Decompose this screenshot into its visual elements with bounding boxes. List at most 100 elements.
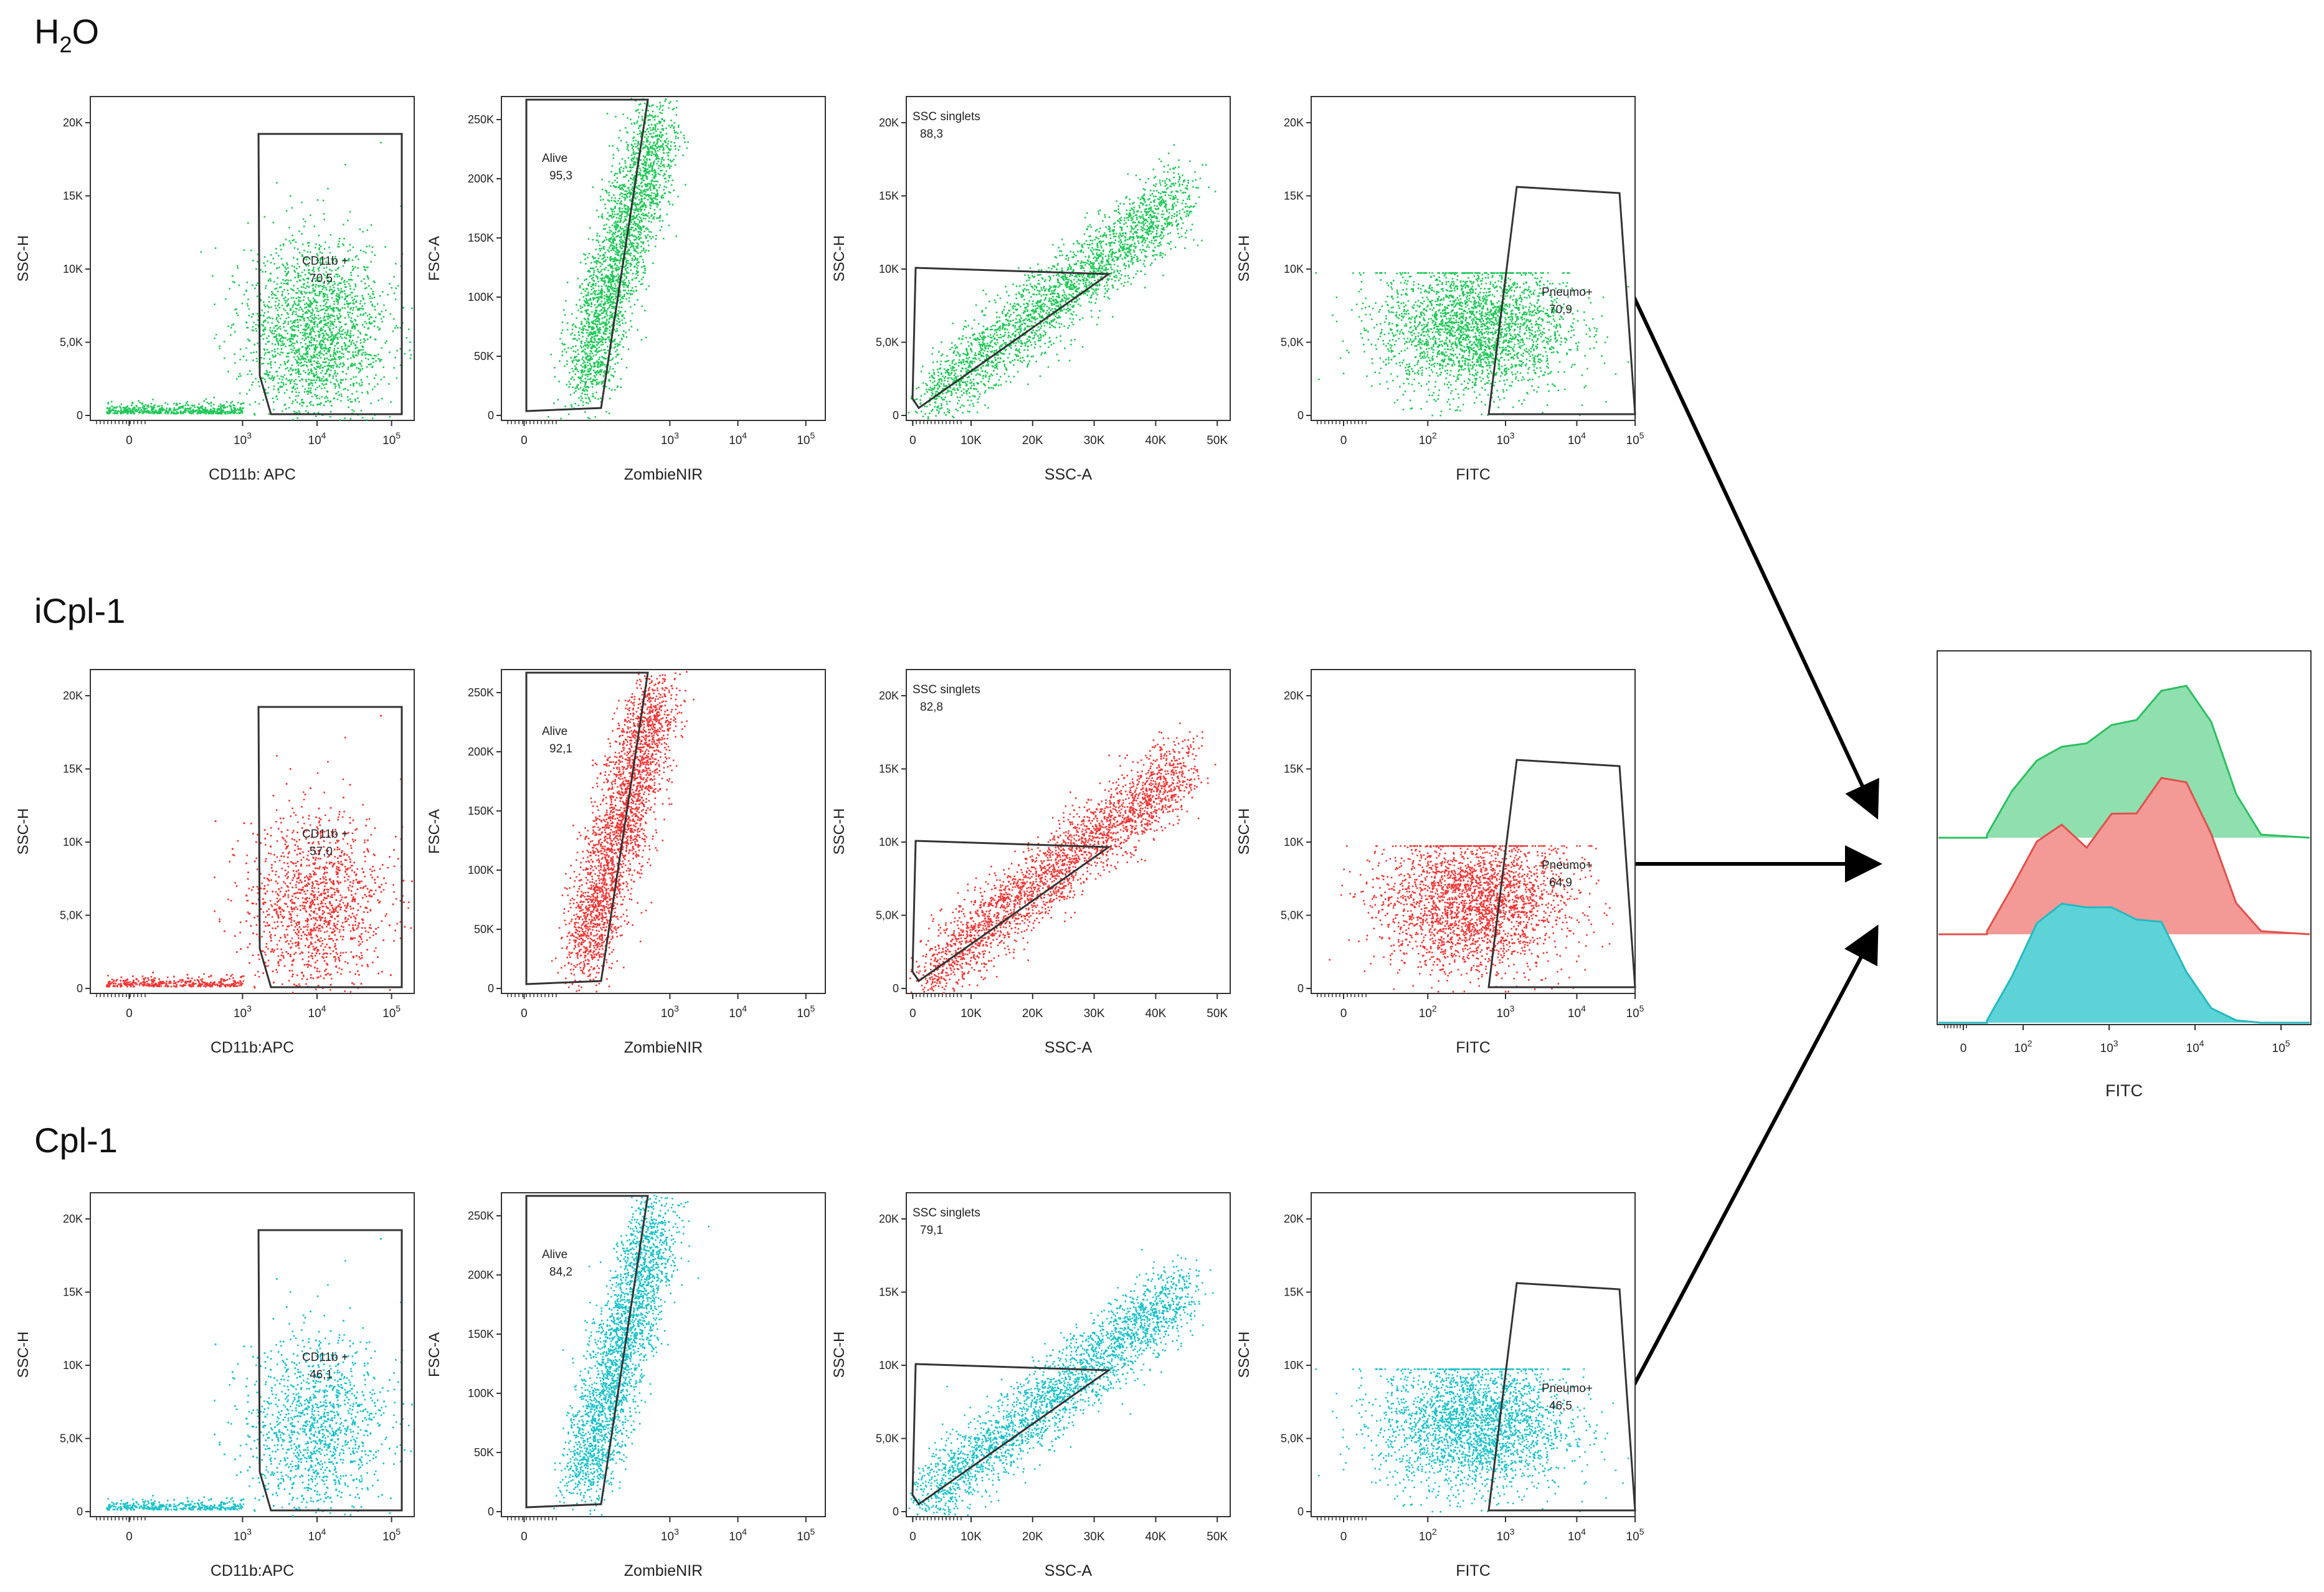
data-point — [304, 325, 306, 327]
data-point — [353, 298, 356, 300]
data-point — [318, 321, 321, 323]
data-point — [605, 237, 607, 239]
x-tick-label: 104 — [308, 430, 326, 447]
data-point — [304, 332, 306, 334]
data-point — [268, 358, 271, 360]
data-point — [612, 154, 614, 156]
data-point — [173, 402, 175, 405]
data-point — [330, 410, 332, 413]
data-point — [334, 283, 336, 285]
data-point — [647, 240, 649, 242]
data-point — [366, 287, 368, 289]
data-point — [280, 375, 282, 377]
data-point — [304, 273, 306, 276]
data-point — [181, 412, 183, 414]
data-point — [586, 302, 587, 305]
data-point — [346, 300, 348, 302]
data-point — [301, 401, 303, 404]
data-point — [581, 306, 584, 308]
data-point — [341, 366, 344, 367]
data-point — [120, 409, 123, 410]
data-point — [254, 287, 256, 290]
data-point — [619, 267, 620, 270]
data-point — [239, 372, 241, 375]
data-point — [297, 325, 299, 326]
data-point — [611, 233, 614, 235]
data-point — [636, 109, 638, 111]
data-point — [263, 320, 265, 322]
data-point — [663, 237, 665, 240]
data-point — [610, 207, 612, 209]
data-point — [328, 365, 330, 367]
data-point — [333, 300, 335, 303]
data-point — [334, 357, 336, 359]
data-point — [648, 212, 650, 214]
data-point — [319, 262, 321, 264]
data-point — [575, 390, 577, 392]
data-point — [196, 406, 199, 408]
data-point — [599, 248, 600, 250]
data-point — [612, 239, 614, 240]
data-point — [612, 247, 615, 249]
data-point — [362, 349, 364, 351]
data-point — [267, 392, 269, 394]
data-point — [287, 263, 288, 266]
data-point — [641, 163, 643, 165]
data-point — [597, 350, 600, 353]
data-point — [284, 300, 286, 301]
data-point — [389, 416, 391, 418]
data-point — [349, 249, 351, 251]
data-point — [154, 409, 157, 412]
data-point — [269, 317, 272, 319]
data-point — [380, 141, 382, 144]
data-point — [636, 270, 638, 272]
data-point — [332, 367, 334, 369]
data-point — [267, 351, 269, 354]
data-point — [588, 321, 590, 323]
data-point — [351, 393, 353, 395]
data-point — [650, 221, 652, 223]
data-point — [597, 285, 600, 287]
data-point — [640, 195, 642, 197]
data-point — [232, 407, 235, 409]
data-point — [138, 400, 140, 402]
data-point — [645, 288, 647, 290]
data-point — [331, 288, 333, 291]
data-point — [590, 339, 592, 341]
data-point — [645, 172, 648, 174]
data-point — [621, 192, 624, 195]
data-point — [602, 331, 605, 334]
data-point — [599, 244, 601, 247]
data-point — [324, 274, 326, 277]
data-point — [227, 325, 229, 328]
data-point — [585, 295, 587, 297]
data-point — [311, 396, 313, 398]
data-point — [377, 303, 379, 305]
data-point — [595, 309, 598, 311]
data-point — [613, 216, 615, 218]
data-point — [282, 291, 283, 293]
data-point — [277, 375, 278, 377]
data-point — [660, 161, 663, 163]
data-point — [294, 321, 296, 324]
data-point — [294, 388, 296, 391]
data-point — [649, 133, 651, 135]
data-point — [590, 288, 593, 291]
data-point — [330, 234, 332, 236]
data-point — [580, 341, 582, 343]
data-point — [614, 250, 617, 253]
data-point — [678, 149, 680, 151]
data-point — [338, 295, 340, 297]
data-point — [593, 316, 595, 318]
data-point — [614, 340, 615, 342]
data-point — [659, 229, 662, 232]
data-point — [625, 219, 628, 221]
data-point — [189, 410, 192, 412]
data-point — [374, 254, 376, 256]
data-point — [304, 307, 306, 309]
data-point — [625, 127, 627, 129]
data-point — [332, 355, 334, 357]
data-point — [122, 407, 125, 409]
data-point — [658, 135, 660, 138]
data-point — [608, 306, 610, 309]
